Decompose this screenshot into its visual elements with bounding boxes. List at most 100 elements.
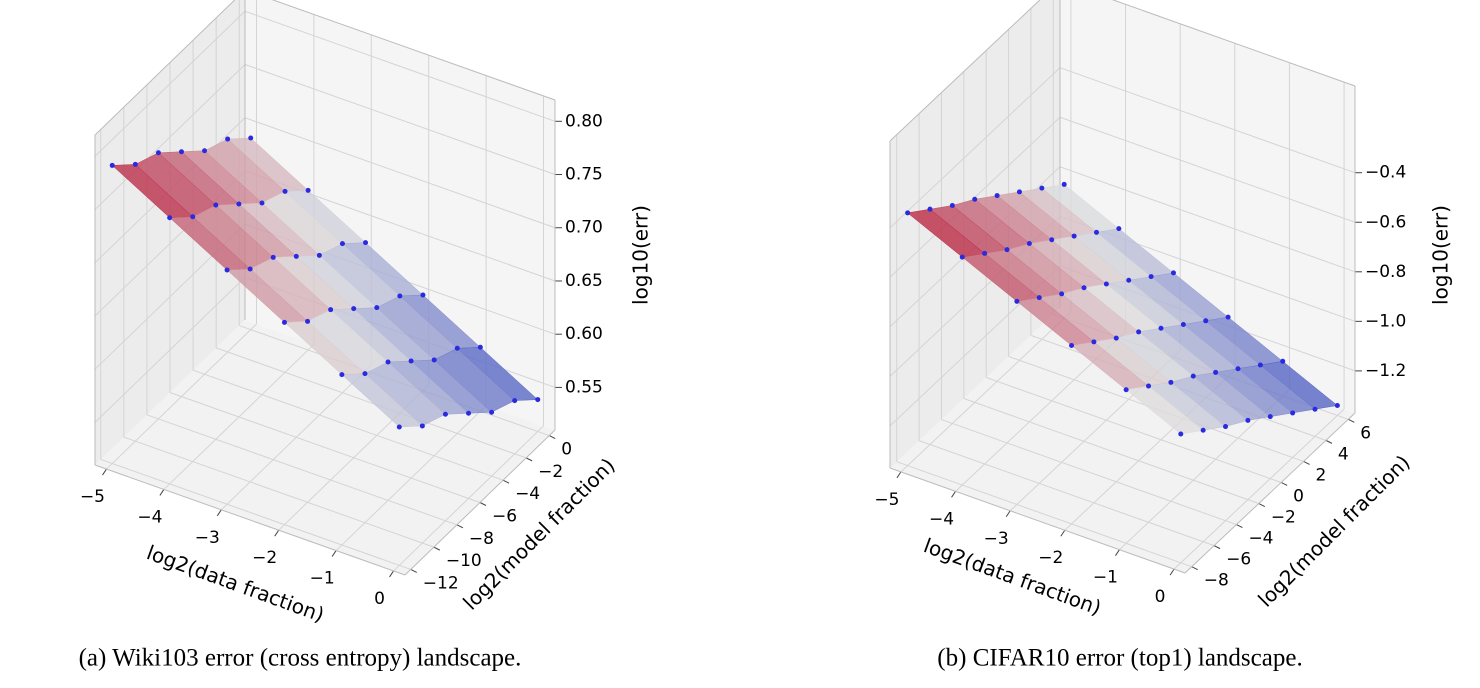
grid-line [244,117,556,229]
data-point [420,292,426,298]
data-point [1039,185,1045,191]
z-axis-label: log10(err) [629,205,653,305]
data-point [385,359,391,365]
x-tick-label: 0 [1155,587,1166,607]
grid-line [146,414,458,526]
data-point [1026,240,1032,246]
x-tick-label: −3 [984,529,1009,549]
y-tick [1213,545,1221,550]
y-tick [456,524,464,529]
data-point [1004,247,1010,253]
data-point [1245,417,1251,423]
data-point [1071,233,1077,239]
y-tick-label: 2 [1316,465,1327,485]
data-point [396,424,402,430]
y-tick-label: −4 [1248,529,1273,549]
data-point [339,241,345,247]
data-point [1290,410,1296,416]
x-tick [102,468,107,476]
data-point [363,240,369,246]
z-tick-label: 0.80 [565,111,603,131]
data-point [281,319,287,325]
z-tick-label: 0.75 [565,165,603,185]
grid-line [941,419,1237,526]
data-point [1014,298,1020,304]
z-tick-label: −1.2 [1365,361,1406,381]
z-tick-label: −1.0 [1365,311,1406,331]
data-point [328,307,334,313]
data-point [442,411,448,417]
data-point [248,135,254,141]
data-point [224,267,230,273]
data-point [351,306,357,312]
y-tick-label: −4 [515,484,540,504]
data-point [1081,285,1087,291]
data-point [178,149,184,155]
data-point [1225,314,1231,320]
data-point [1123,387,1129,393]
grid-line [889,67,1061,229]
data-point [1059,291,1065,297]
y-tick [502,479,510,484]
y-tick [1325,439,1333,444]
data-point [927,206,933,212]
data-point [1146,383,1152,389]
y-tick [1348,418,1355,423]
x-tick-label: −3 [195,528,220,548]
data-point [1223,424,1229,430]
data-point [1148,274,1154,280]
data-point [1036,295,1042,301]
data-point [1069,343,1075,349]
y-tick-label: 0 [1293,486,1304,506]
data-point [1190,373,1196,379]
box-edge [404,429,556,576]
grid-line [1059,166,1356,273]
x-tick [1060,529,1066,537]
box-edge [1184,412,1356,574]
y-tick-label: −6 [492,507,517,527]
data-point [247,266,253,272]
data-point [477,344,483,350]
z-tick-label: 0.70 [565,218,603,238]
x-tick-label: −1 [1093,568,1118,588]
data-point [419,423,425,429]
data-point [1103,281,1109,287]
x-tick-label: 0 [374,589,385,609]
grid-line [192,369,504,481]
data-point [109,162,115,168]
data-point [1280,358,1286,364]
y-tick [1258,503,1266,507]
data-point [1235,366,1241,372]
x-tick [951,491,956,498]
data-point [1200,427,1206,433]
data-point [1312,406,1318,412]
x-tick [896,471,902,479]
data-point [1113,335,1119,341]
data-point [512,398,518,404]
data-point [1049,237,1055,243]
data-point [949,202,955,208]
x-tick-label: −2 [252,548,277,568]
x-axis-label: log2(data fraction) [144,540,328,627]
data-point [362,371,368,377]
data-point [972,196,978,202]
data-point [155,150,161,156]
data-point [905,210,911,216]
data-point [1116,226,1122,232]
grid-line [1059,67,1356,174]
x-tick-label: −2 [1038,548,1063,568]
data-point [489,409,495,415]
y-tick [1280,482,1288,486]
data-point [1178,431,1184,437]
grid-line [986,377,1282,483]
grid-line [896,461,1192,568]
data-point [466,410,472,416]
box-edge [94,0,236,136]
y-tick-label: −2 [1271,508,1296,528]
data-point [994,193,1000,199]
data-point [305,318,311,324]
data-point [259,200,265,206]
y-tick-label: −8 [469,529,494,549]
data-point [1257,362,1263,368]
data-point [454,345,460,351]
